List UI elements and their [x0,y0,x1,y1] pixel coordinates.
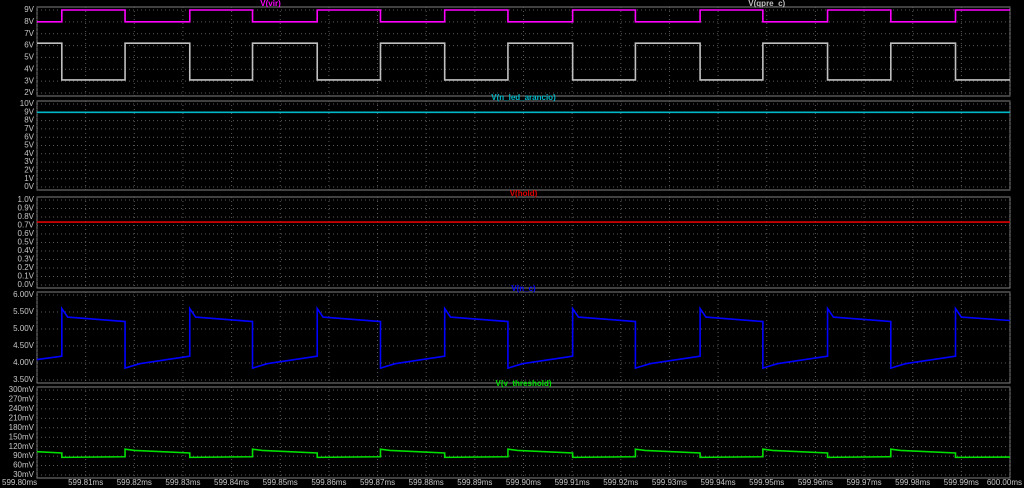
x-tick-label: 599.85ms [263,478,298,487]
y-tick-label: 9V [24,107,34,116]
y-tick-label: 3.50V [13,375,35,384]
y-tick-label: 7V [24,124,34,133]
y-tick-label: 9V [24,5,34,14]
y-tick-label: 2V [24,88,34,97]
x-tick-label: 599.93ms [652,478,687,487]
y-tick-label: 0.3V [18,255,35,264]
pane-frame [36,291,1011,384]
y-tick-label: 4.50V [13,341,35,350]
x-tick-label: 599.84ms [214,478,249,487]
y-tick-label: 300mV [9,385,35,394]
waveform [36,306,1011,370]
y-tick-label: 7V [24,29,34,38]
y-tick-label: 6V [24,41,34,50]
y-tick-label: 270mV [9,395,35,404]
y-tick-label: 6.00V [13,290,35,299]
y-tick-label: 5V [24,141,34,150]
y-tick-label: 4V [24,149,34,158]
x-tick-label: 599.95ms [749,478,784,487]
y-tick-label: 240mV [9,404,35,413]
y-tick-label: 180mV [9,423,35,432]
y-tick-label: 120mV [9,442,35,451]
x-tick-label: 599.92ms [603,478,638,487]
x-tick-label: 599.83ms [165,478,200,487]
y-tick-label: 1.0V [18,195,35,204]
y-tick-label: 90mV [13,451,35,460]
trace-name: V(n_c) [511,284,536,293]
waveform [37,42,1010,81]
x-tick-label: 599.80ms [2,478,37,487]
y-tick-label: 0V [24,182,34,191]
x-tick-label: 599.82ms [117,478,152,487]
waveform [36,448,1011,459]
y-tick-label: 150mV [9,432,35,441]
trace-name: V(n_led_arancio) [491,93,556,102]
pane-frame [36,386,1011,479]
y-tick-label: 0.6V [18,229,35,238]
trace-name: V(v_threshold) [495,379,551,388]
y-tick-label: 6V [24,132,34,141]
pane-frame [36,196,1011,289]
y-tick-label: 5V [24,53,34,62]
y-tick-label: 0.0V [18,280,35,289]
x-tick-label: 599.98ms [895,478,930,487]
y-tick-label: 0.9V [18,204,35,213]
y-tick-label: 30mV [13,470,35,479]
x-tick-label: 599.97ms [846,478,881,487]
trace-name: V(qpre_c) [748,0,785,8]
y-tick-label: 5.50V [13,307,35,316]
x-tick-label: 599.88ms [409,478,444,487]
y-tick-label: 4.00V [13,358,35,367]
y-tick-label: 4V [24,64,34,73]
y-tick-label: 8V [24,116,34,125]
waveform [37,9,1010,23]
y-tick-label: 0.1V [18,272,35,281]
y-tick-label: 5.00V [13,324,35,333]
y-tick-label: 2V [24,166,34,175]
y-tick-label: 0.2V [18,263,35,272]
y-tick-label: 210mV [9,413,35,422]
trace-name: V(hold) [510,189,538,198]
y-tick-label: 3V [24,76,34,85]
x-tick-label: 599.90ms [506,478,541,487]
y-tick-label: 3V [24,157,34,166]
x-tick-label: 599.86ms [311,478,346,487]
x-tick-label: 599.99ms [944,478,979,487]
y-tick-label: 8V [24,17,34,26]
y-tick-label: 0.5V [18,238,35,247]
x-tick-label: 599.94ms [701,478,736,487]
x-tick-label: 600.00ms [987,478,1022,487]
x-tick-label: 599.91ms [555,478,590,487]
y-tick-label: 0.7V [18,221,35,230]
x-tick-label: 599.81ms [68,478,103,487]
x-tick-label: 599.87ms [360,478,395,487]
y-tick-label: 10V [20,99,35,108]
y-tick-label: 1V [24,174,34,183]
trace-name: V(vir) [260,0,281,8]
y-tick-label: 0.4V [18,246,35,255]
x-tick-label: 599.96ms [798,478,833,487]
y-tick-label: 60mV [13,461,35,470]
y-tick-label: 0.8V [18,212,35,221]
x-tick-label: 599.89ms [457,478,492,487]
